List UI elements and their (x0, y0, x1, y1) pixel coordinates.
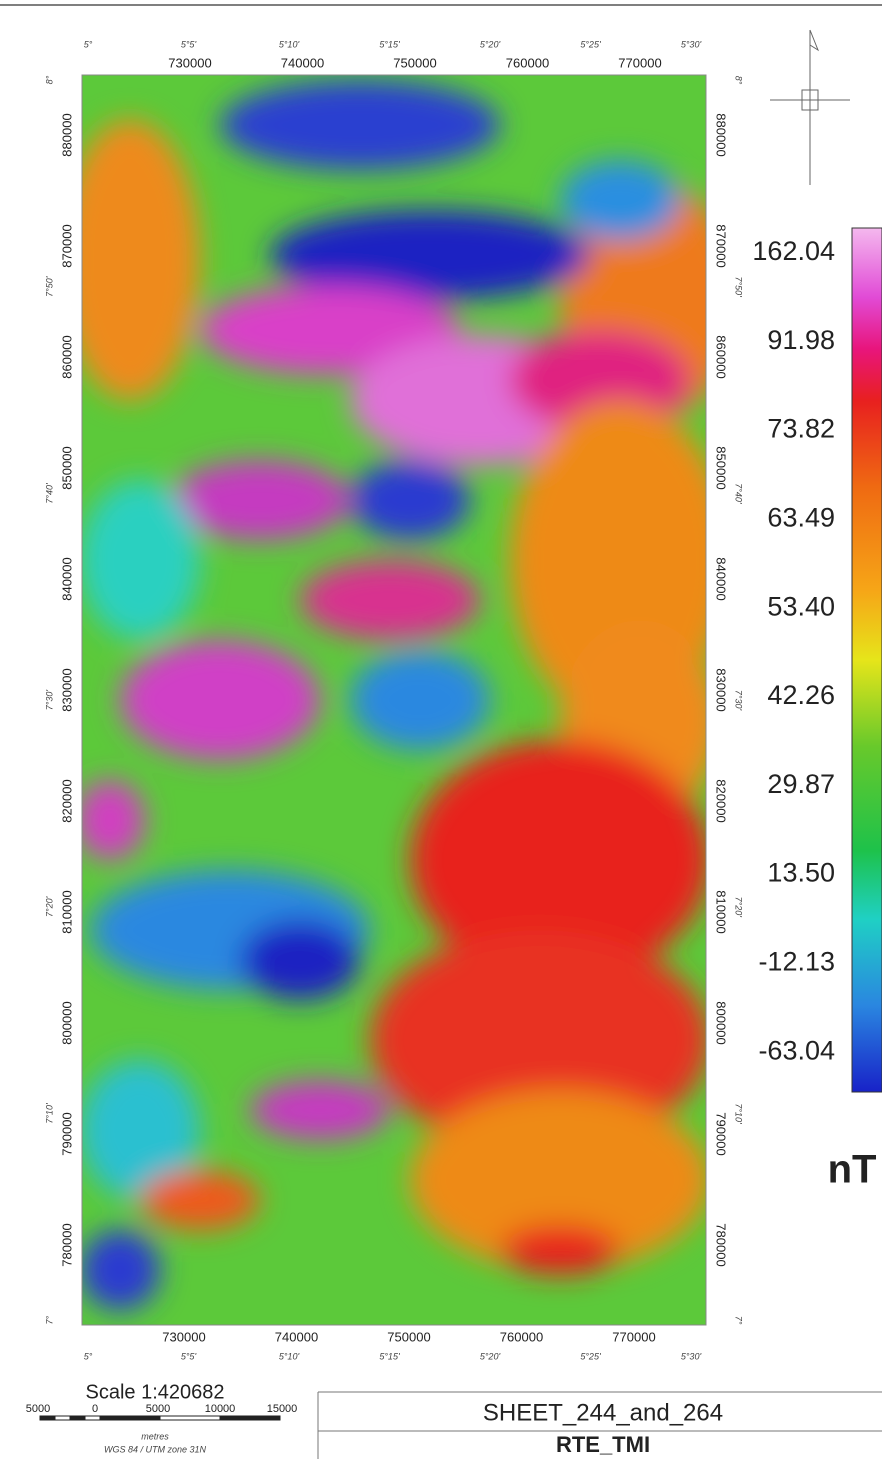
scale-tick-label: 10000 (205, 1403, 236, 1415)
scale-unit: metres (141, 1431, 169, 1441)
legend-label: 29.87 (767, 769, 835, 799)
lat-tick-label: 7° (44, 1315, 54, 1324)
northing-tick-label: 820000 (714, 779, 729, 822)
north-arrow (770, 30, 850, 185)
lon-tick-label: 5°15' (379, 39, 400, 49)
northing-tick-label: 800000 (714, 1001, 729, 1044)
scale-tick-label: 15000 (267, 1403, 298, 1415)
northing-tick-label: 880000 (59, 113, 74, 156)
northing-tick-label: 830000 (714, 668, 729, 711)
scale-tick-label: 5000 (26, 1403, 50, 1415)
lon-tick-label: 5° (84, 39, 93, 49)
layer-name: RTE_TMI (556, 1432, 650, 1457)
northing-tick-label: 810000 (59, 890, 74, 933)
easting-tick-label: 740000 (275, 1329, 318, 1344)
northing-tick-label: 800000 (59, 1001, 74, 1044)
map-raster (60, 75, 740, 1325)
legend-label: 91.98 (767, 325, 835, 355)
scale-tick-label: 5000 (146, 1403, 170, 1415)
northing-tick-label: 870000 (714, 224, 729, 267)
lat-tick-label: 8° (44, 75, 54, 84)
legend-label: 162.04 (752, 236, 835, 266)
legend-label: -63.04 (758, 1035, 835, 1065)
northing-tick-label: 780000 (59, 1223, 74, 1266)
northing-tick-label: 820000 (59, 779, 74, 822)
lon-tick-label: 5°25' (580, 1351, 601, 1361)
northing-tick-label: 880000 (714, 113, 729, 156)
lat-tick-label: 7°30' (44, 690, 54, 711)
projection: WGS 84 / UTM zone 31N (104, 1444, 207, 1454)
lat-tick-label: 7°20' (734, 897, 744, 918)
easting-tick-label: 770000 (612, 1329, 655, 1344)
legend-label: 42.26 (767, 680, 835, 710)
lon-tick-label: 5°30' (681, 1351, 702, 1361)
legend-label: 53.40 (767, 591, 835, 621)
northing-tick-label: 840000 (59, 557, 74, 600)
lat-tick-label: 7° (734, 1316, 744, 1325)
lon-tick-label: 5°10' (279, 1351, 300, 1361)
northing-tick-label: 780000 (714, 1223, 729, 1266)
lon-tick-label: 5°5' (181, 39, 197, 49)
scale-bar (40, 1416, 280, 1420)
lon-tick-label: 5°15' (379, 1351, 400, 1361)
lon-tick-label: 5°5' (181, 1351, 197, 1361)
easting-tick-label: 730000 (168, 55, 211, 70)
northing-tick-label: 870000 (59, 224, 74, 267)
legend-label: 63.49 (767, 503, 835, 533)
lon-tick-label: 5°25' (580, 39, 601, 49)
northing-tick-label: 790000 (714, 1112, 729, 1155)
lat-tick-label: 7°40' (734, 483, 744, 504)
lon-tick-label: 5°30' (681, 39, 702, 49)
northing-tick-label: 790000 (59, 1112, 74, 1155)
easting-tick-label: 730000 (162, 1329, 205, 1344)
northing-tick-label: 850000 (714, 446, 729, 489)
lon-tick-label: 5°20' (480, 1351, 501, 1361)
lon-tick-label: 5°10' (279, 39, 300, 49)
legend-colorbar (852, 228, 882, 1092)
legend-label: 13.50 (767, 858, 835, 888)
lat-tick-label: 7°50' (734, 277, 744, 298)
northing-tick-label: 860000 (714, 335, 729, 378)
legend-unit: nT (828, 1148, 877, 1192)
scale-title: Scale 1:420682 (85, 1381, 224, 1403)
lon-tick-label: 5° (84, 1351, 93, 1361)
northing-tick-label: 850000 (59, 446, 74, 489)
northing-tick-label: 830000 (59, 668, 74, 711)
lat-tick-label: 7°10' (44, 1103, 54, 1124)
page: nT Scale 1:420682 metres WGS 84 / UTM zo… (0, 0, 882, 1459)
legend-label: 73.82 (767, 414, 835, 444)
scale-tick-label: 0 (92, 1403, 98, 1415)
lon-tick-label: 5°20' (480, 39, 501, 49)
lat-tick-label: 8° (734, 76, 744, 85)
lat-tick-label: 7°20' (44, 896, 54, 917)
easting-tick-label: 760000 (500, 1329, 543, 1344)
easting-tick-label: 770000 (618, 55, 661, 70)
lat-tick-label: 7°40' (44, 483, 54, 504)
easting-tick-label: 750000 (387, 1329, 430, 1344)
lat-tick-label: 7°50' (44, 276, 54, 297)
lat-tick-label: 7°30' (734, 690, 744, 711)
northing-tick-label: 860000 (59, 335, 74, 378)
easting-tick-label: 750000 (393, 55, 436, 70)
easting-tick-label: 740000 (281, 55, 324, 70)
sheet-name: SHEET_244_and_264 (483, 1399, 723, 1426)
northing-tick-label: 840000 (714, 557, 729, 600)
legend-label: -12.13 (758, 947, 835, 977)
northing-tick-label: 810000 (714, 890, 729, 933)
easting-tick-label: 760000 (506, 55, 549, 70)
lat-tick-label: 7°10' (734, 1103, 744, 1124)
